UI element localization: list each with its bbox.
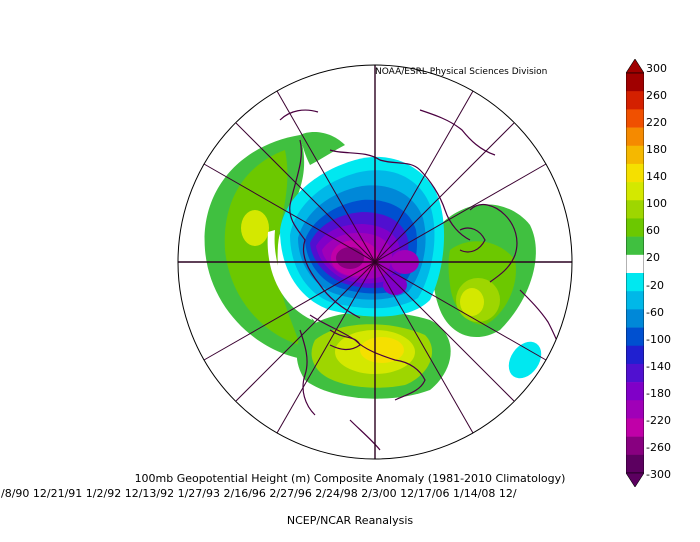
colorbar-swatch <box>626 200 644 219</box>
colorbar-swatch <box>626 454 644 474</box>
map-boundary <box>177 64 573 460</box>
colorbar-swatch <box>626 145 644 165</box>
colorbar-tick-label: -60 <box>646 305 664 319</box>
colorbar-swatch <box>626 236 644 256</box>
colorbar-swatch <box>626 400 644 419</box>
data-source: NCEP/NCAR Reanalysis <box>286 514 414 527</box>
colorbar-tick-label: -140 <box>646 359 671 373</box>
colorbar-tick-label: -100 <box>646 332 671 346</box>
colorbar-tick-label: -260 <box>646 440 671 454</box>
colorbar-tick-label: 300 <box>646 62 667 75</box>
colorbar-swatch <box>626 218 644 237</box>
colorbar-swatch <box>626 254 644 274</box>
colorbar-tick-label: -20 <box>646 278 664 292</box>
colorbar-swatch <box>626 309 644 328</box>
colorbar-swatch <box>626 418 644 437</box>
colorbar-min-arrow <box>626 472 644 487</box>
colorbar-swatch <box>626 273 644 292</box>
colorbar-tick-label: 220 <box>646 116 667 130</box>
colorbar-swatch <box>626 91 644 110</box>
colorbar <box>626 59 644 487</box>
colorbar-tick-label: 140 <box>646 170 667 184</box>
colorbar-tick-label: -220 <box>646 413 671 427</box>
colorbar-swatch <box>626 436 644 456</box>
colorbar-tick-label: 100 <box>646 197 667 211</box>
colorbar-tick-label: 20 <box>646 251 660 265</box>
colorbar-tick-label: 180 <box>646 143 667 157</box>
colorbar-tick-label: -180 <box>646 386 671 400</box>
colorbar-swatch <box>626 291 644 310</box>
map-title: 100mb Geopotential Height (m) Composite … <box>134 472 566 485</box>
coastlines <box>239 109 566 451</box>
colorbar-swatch <box>626 127 644 147</box>
colorbar-swatch <box>626 345 644 365</box>
colorbar-swatch <box>626 363 644 383</box>
colorbar-tick-label: -300 <box>646 468 671 481</box>
colorbar-tick-label: 60 <box>646 224 660 238</box>
colorbar-swatch <box>626 327 644 347</box>
composite-dates: 2/8/90 12/21/91 1/2/92 12/13/92 1/27/93 … <box>0 487 517 500</box>
colorbar-swatch <box>626 382 644 401</box>
colorbar-swatch <box>626 109 644 128</box>
colorbar-swatch <box>626 182 644 201</box>
colorbar-swatch <box>626 163 644 183</box>
colorbar-swatch <box>626 73 644 92</box>
colorbar-max-arrow <box>626 59 644 74</box>
colorbar-tick-label: 260 <box>646 89 667 103</box>
atlantic-negative-anomaly <box>508 341 542 379</box>
credit-label: NOAA/ESRL Physical Sciences Division <box>375 67 548 77</box>
